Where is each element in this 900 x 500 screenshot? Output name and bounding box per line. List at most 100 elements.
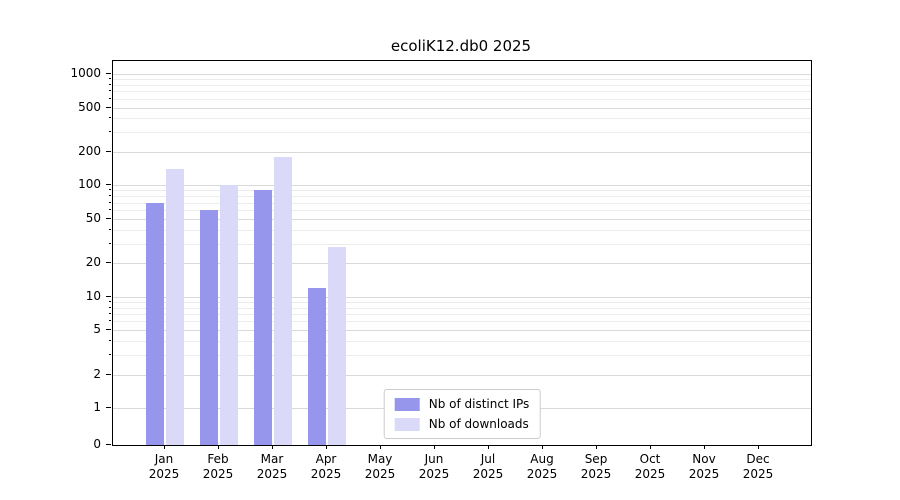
plot-area: Nb of distinct IPs Nb of downloads <box>112 60 812 446</box>
gridline-minor <box>113 313 811 315</box>
x-tick-label-line: 2025 <box>688 467 720 481</box>
bar-downloads <box>328 246 346 445</box>
y-tick-label: 20 <box>85 255 101 270</box>
x-tick-label: Feb 2025 <box>191 452 245 482</box>
y-tick-minor <box>109 201 111 203</box>
x-tick-label-line: 2025 <box>472 467 504 481</box>
gridline-minor <box>113 341 811 342</box>
gridline-minor <box>113 190 811 192</box>
y-tick-minor <box>109 228 111 230</box>
x-tick-label-line: Jun <box>424 452 444 466</box>
gridline-minor <box>113 210 811 211</box>
x-tick-label: Oct 2025 <box>623 452 677 482</box>
x-tick-label-line: 2025 <box>256 467 288 481</box>
x-tick-label: Jul 2025 <box>461 452 515 482</box>
x-tick-label-line: 2025 <box>364 467 396 481</box>
chart-title: ecoliK12.db0 2025 <box>390 37 532 55</box>
x-tick-label-line: Nov <box>692 452 716 466</box>
y-tick-minor <box>109 97 111 99</box>
legend-label-distinct-ips: Nb of distinct IPs <box>428 397 530 411</box>
gridline-major <box>113 218 811 220</box>
gridline-minor <box>113 354 811 356</box>
x-tick-label: Apr 2025 <box>299 452 353 482</box>
y-tick-minor <box>109 306 111 308</box>
y-tick-minor <box>109 312 111 314</box>
x-tick <box>218 445 219 449</box>
y-tick-minor <box>109 353 111 355</box>
x-tick <box>326 445 327 449</box>
gridline-major <box>113 374 811 376</box>
x-tick-label-line: 2025 <box>580 467 612 481</box>
bar-distinct-ips <box>254 190 272 445</box>
y-tick-minor <box>109 209 111 210</box>
y-tick-minor <box>109 83 111 85</box>
x-tick-label-line: Oct <box>639 452 661 466</box>
gridline-major <box>113 107 811 109</box>
x-tick-label-line: Apr <box>315 452 337 466</box>
legend-item-distinct-ips: Nb of distinct IPs <box>394 397 530 411</box>
y-tick-label: 2 <box>93 366 101 381</box>
x-tick-label-line: 2025 <box>742 467 774 481</box>
x-tick <box>596 445 597 449</box>
x-tick-label: Jan 2025 <box>137 452 191 482</box>
x-tick-label-line: Jan <box>154 452 174 466</box>
x-tick-label-line: Aug <box>530 452 554 466</box>
y-tick <box>106 295 111 297</box>
x-tick-label: Nov 2025 <box>677 452 731 482</box>
x-tick-label: Mar 2025 <box>245 452 299 482</box>
x-tick-label-line: 2025 <box>418 467 450 481</box>
y-tick-label: 0 <box>93 437 101 451</box>
bar-downloads <box>220 185 238 445</box>
x-tick <box>758 445 759 449</box>
x-tick-label-line: 2025 <box>526 467 558 481</box>
x-tick-label-line: May <box>367 452 393 466</box>
x-tick-label: Dec 2025 <box>731 452 785 482</box>
y-tick <box>106 329 111 331</box>
gridline-minor <box>113 91 811 93</box>
gridline-minor <box>113 321 811 323</box>
gridline-major <box>113 185 811 187</box>
legend-swatch-distinct-ips <box>394 397 420 411</box>
x-tick-label-line: Jul <box>480 452 496 466</box>
x-tick-label-line: 2025 <box>148 467 180 481</box>
x-tick-label-line: 2025 <box>634 467 666 481</box>
x-tick <box>164 445 165 449</box>
x-tick-label-line: 2025 <box>202 467 234 481</box>
gridline-minor <box>113 84 811 86</box>
x-tick-label-line: Feb <box>207 452 229 466</box>
y-tick <box>106 217 111 219</box>
y-tick-label: 10 <box>85 288 101 303</box>
y-tick-minor <box>109 131 111 133</box>
y-tick-minor <box>109 242 111 244</box>
bar-downloads <box>166 169 184 445</box>
y-tick <box>106 150 111 152</box>
x-tick-label-line: Sep <box>584 452 608 466</box>
y-tick <box>106 444 111 445</box>
y-tick-minor <box>109 340 111 341</box>
y-tick-minor <box>109 78 111 80</box>
x-tick-label-line: 2025 <box>310 467 342 481</box>
gridline-minor <box>113 243 811 245</box>
x-tick <box>380 445 381 449</box>
x-tick-label: Aug 2025 <box>515 452 569 482</box>
x-tick-label: Sep 2025 <box>569 452 623 482</box>
y-tick <box>106 184 111 186</box>
gridline-minor <box>113 132 811 134</box>
y-tick-label: 1000 <box>70 66 101 80</box>
x-tick-label-line: Dec <box>746 452 770 466</box>
y-tick-label: 1 <box>93 400 101 414</box>
y-tick <box>106 106 111 108</box>
x-tick <box>704 445 705 449</box>
x-tick <box>272 445 273 449</box>
gridline-minor <box>113 307 811 309</box>
gridline-major <box>113 330 811 332</box>
y-tick-minor <box>109 90 111 92</box>
bar-downloads <box>274 156 292 445</box>
gridline-major <box>113 296 811 298</box>
gridline-minor <box>113 202 811 204</box>
y-tick-label: 100 <box>78 177 101 192</box>
legend: Nb of distinct IPs Nb of downloads <box>383 389 541 439</box>
y-tick-minor <box>109 300 111 302</box>
gridline-major <box>113 151 811 153</box>
